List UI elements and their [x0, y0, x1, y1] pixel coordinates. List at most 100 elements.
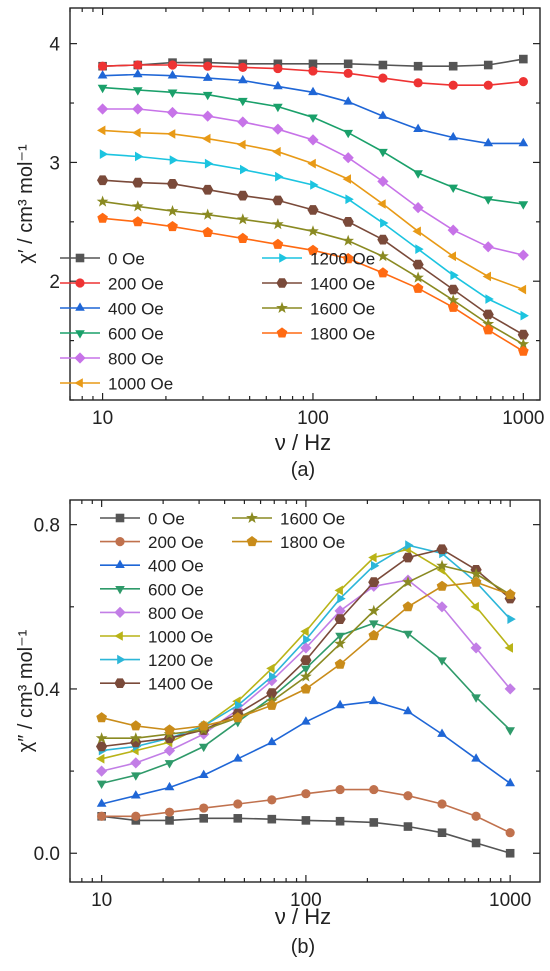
legend-label: 800 Oe — [148, 604, 204, 623]
legend: 0 Oe 200 Oe 400 Oe 600 Oe 800 Oe 1000 Oe 1200 … — [100, 510, 345, 694]
panel-label: (b) — [291, 936, 315, 958]
data-point — [519, 54, 528, 64]
data-point — [166, 205, 179, 217]
data-point — [132, 216, 144, 227]
data-point — [267, 736, 277, 746]
data-point — [369, 784, 379, 795]
data-point — [165, 816, 174, 825]
data-point — [130, 720, 142, 731]
legend-marker — [75, 330, 85, 339]
data-point — [273, 103, 283, 113]
data-point — [345, 194, 354, 205]
data-point — [520, 310, 529, 321]
data-point — [97, 125, 106, 136]
data-point — [272, 218, 284, 230]
data-point — [238, 62, 248, 72]
data-point — [307, 134, 319, 146]
legend: 0 Oe 200 Oe 400 Oe 600 Oe 800 Oe 1000 Oe 1200 … — [60, 250, 375, 394]
data-point — [96, 798, 107, 807]
series-1600-oe — [96, 195, 530, 350]
data-point — [301, 665, 311, 674]
data-point — [303, 634, 312, 645]
data-point — [368, 620, 379, 629]
data-point — [167, 60, 178, 70]
series-1800-oe — [96, 576, 516, 735]
data-point — [269, 671, 278, 682]
data-point — [436, 544, 448, 555]
data-point — [233, 814, 243, 823]
x-tick-label: 10 — [92, 408, 113, 429]
legend-item: 200 Oe — [60, 275, 164, 294]
data-point — [272, 123, 284, 135]
data-point — [132, 103, 144, 115]
legend-item: 1200 Oe — [262, 250, 375, 269]
data-point — [437, 828, 447, 838]
data-point — [97, 84, 108, 94]
legend-label: 200 Oe — [148, 533, 204, 552]
data-point — [233, 799, 243, 809]
y-tick-label: 3 — [49, 153, 60, 174]
series-400-oe — [96, 695, 515, 807]
data-point — [518, 201, 529, 210]
panel-label: (a) — [291, 459, 315, 481]
data-point — [131, 811, 141, 821]
data-point — [518, 345, 529, 356]
data-point — [343, 59, 353, 69]
data-point — [342, 234, 354, 246]
legend-marker — [276, 278, 288, 288]
legend-item: 1200 Oe — [100, 651, 213, 670]
data-point — [236, 213, 249, 225]
data-point — [169, 155, 179, 165]
legend-label: 1800 Oe — [310, 325, 375, 344]
legend-label: 1000 Oe — [108, 375, 173, 394]
data-point — [447, 301, 459, 312]
x-axis-label: ν / Hz — [275, 904, 331, 929]
data-point — [96, 765, 108, 777]
panel-a: 10 100 1000 2 3 4 ν / Hz χ′ / cm³ mol⁻¹ (a) 0 Oe 2… — [15, 7, 544, 481]
legend-item: 1400 Oe — [100, 675, 213, 694]
data-point — [377, 175, 389, 187]
data-point — [342, 152, 354, 164]
data-point — [273, 59, 283, 69]
data-point — [308, 86, 318, 96]
data-point — [378, 60, 388, 70]
data-point — [164, 807, 175, 817]
data-point — [202, 110, 214, 122]
legend-item: 400 Oe — [60, 300, 164, 319]
plot-frame — [69, 499, 541, 883]
data-point — [377, 267, 389, 278]
data-point — [505, 727, 515, 736]
data-point — [403, 705, 413, 715]
data-point — [505, 828, 515, 838]
series-200-oe — [97, 60, 528, 90]
data-point — [132, 68, 143, 78]
data-point — [368, 577, 380, 587]
data-point — [447, 251, 456, 262]
legend-marker — [246, 511, 258, 523]
legend-label: 600 Oe — [108, 325, 164, 344]
data-point — [437, 728, 447, 737]
data-point — [343, 129, 353, 139]
data-point — [343, 96, 353, 105]
data-point — [130, 732, 142, 744]
legend-marker — [246, 536, 258, 547]
data-point — [447, 294, 459, 306]
data-point — [505, 848, 515, 858]
y-tick-label: 4 — [49, 35, 60, 56]
legend-label: 1600 Oe — [280, 510, 345, 529]
y-axis-label: χ″ / cm³ mol⁻¹ — [15, 629, 37, 752]
data-point — [310, 180, 319, 190]
data-point — [97, 61, 108, 71]
data-point — [201, 208, 214, 220]
series-1400-oe — [97, 175, 529, 340]
data-point — [131, 790, 141, 799]
legend-marker — [279, 253, 288, 263]
data-point — [237, 116, 249, 128]
data-point — [135, 151, 144, 162]
data-point — [342, 253, 354, 264]
data-point — [378, 110, 388, 119]
data-point — [307, 158, 316, 169]
data-point — [335, 784, 345, 795]
data-point — [273, 80, 283, 90]
data-point — [237, 139, 246, 150]
